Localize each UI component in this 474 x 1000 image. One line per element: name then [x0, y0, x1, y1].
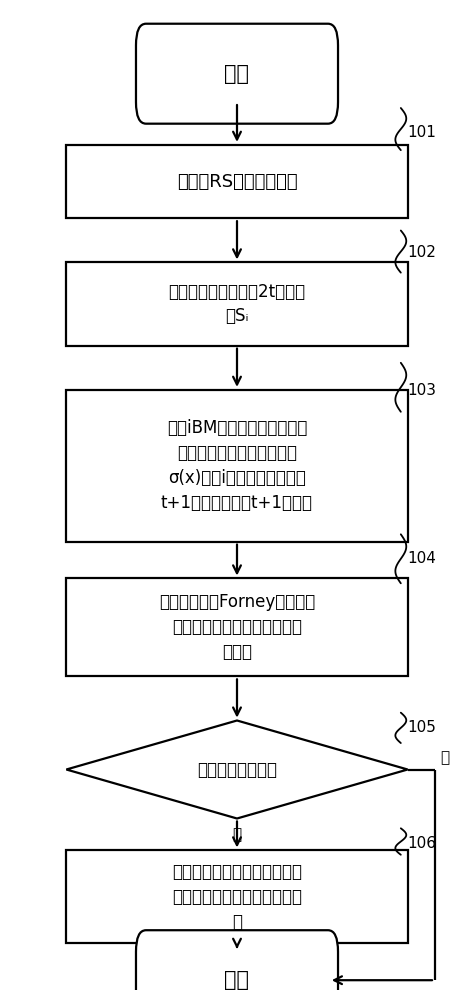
Text: 101: 101: [408, 125, 437, 140]
Text: 104: 104: [408, 551, 437, 566]
Bar: [66, 145, 408, 218]
Bar: [66, 390, 408, 542]
Bar: [66, 578, 408, 676]
Text: 接收经RS码编码的数据: 接收经RS码编码的数据: [177, 172, 297, 190]
Bar: [66, 850, 408, 943]
Text: 使用iBM算法求解关键方程，
其中在计算错误位置多项式
σ(x)的第i次迭代中，分别在
t+1个周期中计算t+1个系数: 使用iBM算法求解关键方程， 其中在计算错误位置多项式 σ(x)的第i次迭代中，…: [161, 419, 313, 512]
FancyBboxPatch shape: [136, 24, 338, 124]
Text: 是否存在码元错误: 是否存在码元错误: [197, 760, 277, 778]
Text: 105: 105: [408, 720, 437, 735]
Text: 否: 否: [440, 750, 449, 765]
Text: 102: 102: [408, 245, 437, 260]
Text: 106: 106: [408, 836, 437, 850]
Text: 是: 是: [232, 827, 242, 842]
Text: 根据码元的错误位置和相应的
错误幅度对接收的数据进行译
码: 根据码元的错误位置和相应的 错误幅度对接收的数据进行译 码: [172, 863, 302, 931]
Text: 结束: 结束: [225, 970, 249, 990]
Polygon shape: [66, 720, 408, 818]
Text: 使用錢搜索和Forney算法计算
出码元的错误位置和相应的错
误幅度: 使用錢搜索和Forney算法计算 出码元的错误位置和相应的错 误幅度: [159, 593, 315, 661]
FancyBboxPatch shape: [136, 930, 338, 1000]
Text: 103: 103: [408, 383, 437, 398]
Bar: [66, 262, 408, 346]
Text: 对接收到的数据计算2t个伴随
式Sᵢ: 对接收到的数据计算2t个伴随 式Sᵢ: [168, 282, 306, 326]
Text: 开始: 开始: [225, 64, 249, 84]
